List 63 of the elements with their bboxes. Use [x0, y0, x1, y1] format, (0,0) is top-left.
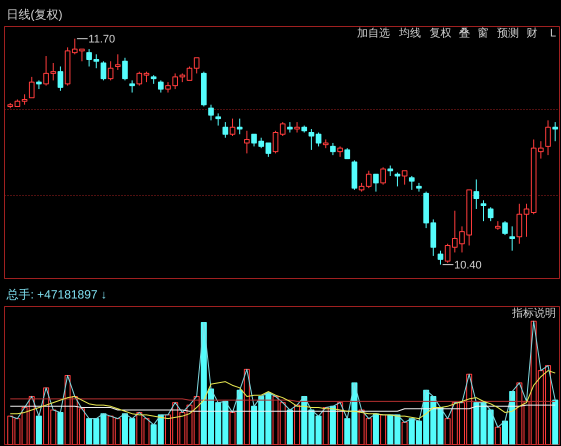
annotation: 复权: [430, 28, 452, 40]
bar: [57, 412, 64, 444]
bar: [294, 404, 300, 444]
candlestick: [402, 170, 408, 186]
bar: [552, 400, 558, 444]
candlestick: [373, 174, 379, 192]
candlestick: [58, 66, 64, 92]
candlestick: [408, 175, 415, 190]
candlestick: [215, 112, 222, 126]
bar: [36, 416, 42, 444]
annotation: 窗: [477, 26, 488, 40]
candlestick: [330, 142, 336, 156]
annotation: 叠: [459, 28, 470, 40]
bar: [337, 402, 344, 444]
bar: [236, 390, 243, 444]
candlestick: [380, 166, 386, 186]
candlestick: [488, 206, 494, 222]
candlestick: [244, 130, 250, 154]
candlestick: [502, 220, 508, 236]
text: 指标说明: [511, 308, 556, 320]
bar: [322, 407, 329, 444]
chart-title: 总手: +47181897 ↓: [6, 288, 107, 302]
candlestick: [337, 146, 343, 158]
candlestick: [114, 54, 121, 70]
candlestick: [387, 165, 394, 176]
candlestick: [222, 122, 228, 138]
candlestick: [545, 120, 551, 156]
bar: [330, 406, 336, 444]
bar: [244, 368, 250, 444]
candlestick: [480, 200, 486, 222]
candlestick: [129, 80, 135, 94]
annotation: 11.70: [88, 34, 116, 46]
bar: [380, 414, 386, 444]
candlestick: [552, 122, 558, 142]
annotation: 预测: [497, 28, 520, 40]
candlestick: [236, 118, 243, 135]
bar: [230, 412, 236, 444]
candlestick: [28, 76, 35, 98]
bar: [494, 426, 501, 444]
candlestick: [100, 60, 106, 81]
chart-title: 日线(复权): [6, 8, 62, 22]
candlestick: [394, 172, 400, 187]
candlestick: [230, 118, 236, 136]
bar: [402, 422, 408, 444]
annotation: 财: [526, 26, 538, 40]
bar: [286, 410, 293, 444]
candlestick: [344, 148, 350, 160]
annotation: L: [550, 28, 556, 40]
candlestick: [438, 250, 444, 266]
candlestick: [158, 80, 164, 94]
candlestick: [43, 56, 49, 86]
candlestick: [108, 60, 114, 81]
annotation: 10.40: [454, 260, 482, 272]
candlestick: [473, 178, 480, 210]
candlestick: [509, 226, 516, 252]
candlestick: [287, 122, 293, 134]
candlestick: [122, 57, 128, 81]
candlestick: [208, 104, 214, 121]
bar: [372, 413, 379, 444]
annotation: 加自选: [357, 26, 390, 40]
candlestick: [294, 122, 300, 134]
annotation: 均线: [398, 26, 421, 40]
candlestick: [50, 62, 56, 81]
